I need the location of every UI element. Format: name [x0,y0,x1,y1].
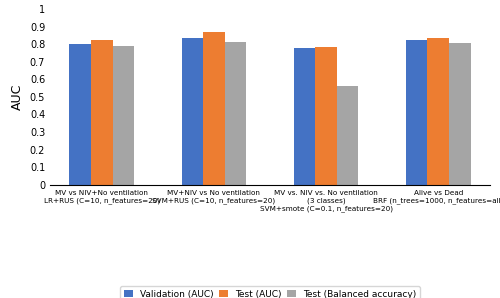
Bar [112,46,134,185]
Bar [70,44,91,185]
Bar [449,43,470,185]
Bar [337,86,358,185]
Legend: Validation (AUC), Test (AUC), Test (Balanced accuracy): Validation (AUC), Test (AUC), Test (Bala… [120,286,420,298]
Bar [203,32,224,185]
Bar [294,48,316,185]
Bar [182,38,203,185]
Bar [224,42,246,185]
Bar [316,47,337,185]
Bar [91,40,112,185]
Y-axis label: AUC: AUC [11,84,24,110]
Bar [406,40,427,185]
Bar [428,38,449,185]
